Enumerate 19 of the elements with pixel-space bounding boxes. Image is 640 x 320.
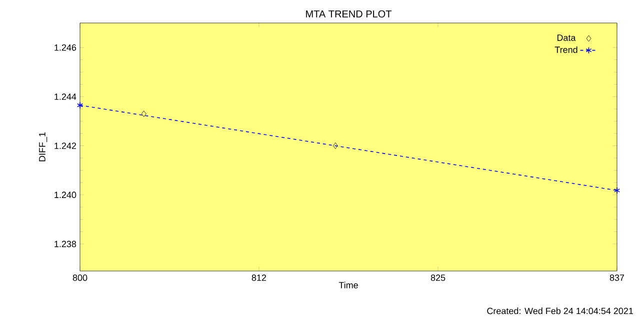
x-tick-label: 837	[610, 274, 624, 281]
point	[332, 142, 338, 149]
text: Created: Wed Feb 24 14:04:54 2021	[487, 308, 633, 314]
y-tick-label: 1.240	[54, 192, 76, 198]
x-tick-label: 800	[72, 274, 88, 281]
x-axis-title: Time	[338, 282, 358, 288]
y-tick-label: 1.244	[54, 94, 76, 100]
y-tick-label: 1.238	[54, 240, 76, 248]
y-tick-label: 1.246	[54, 44, 76, 51]
chart-title: MTA TREND PLOT	[306, 10, 392, 18]
y-axis-title: DIFF_1	[39, 132, 48, 162]
x-tick-label: 812	[252, 274, 266, 281]
legend-label: Data	[557, 34, 576, 41]
point	[77, 102, 84, 109]
point	[614, 187, 620, 194]
y-tick-label: 1.242	[54, 142, 76, 149]
point	[141, 110, 146, 118]
x-tick-label: 825	[430, 274, 446, 281]
legend-label: Trend	[554, 46, 578, 53]
